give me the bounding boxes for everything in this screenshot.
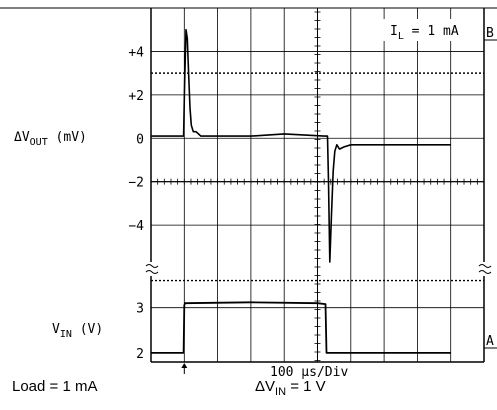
lower-y-tick-label: 3 bbox=[136, 302, 144, 317]
channel-marker-b: B bbox=[486, 26, 494, 41]
upper-y-tick-labels: +4 +2 0 −2 −4 bbox=[128, 45, 144, 234]
annotation-il: IL = 1 mA bbox=[390, 24, 459, 42]
x-axis-label: 100 μs/Div bbox=[270, 365, 348, 380]
annotation-box bbox=[382, 19, 479, 41]
upper-y-tick-label: −2 bbox=[128, 176, 144, 191]
upper-y-tick-label: −4 bbox=[128, 219, 144, 234]
lower-ylabel: VIN (V) bbox=[52, 322, 103, 340]
upper-ylabel: ΔVOUT (mV) bbox=[14, 130, 87, 148]
trigger-arrow bbox=[181, 363, 188, 374]
reference-lines bbox=[151, 72, 484, 282]
upper-y-tick-label: +4 bbox=[128, 45, 144, 60]
lower-y-tick-label: 2 bbox=[136, 347, 144, 362]
trace-delta-vout bbox=[151, 28, 451, 263]
center-axes bbox=[150, 8, 484, 362]
panel-break-right bbox=[477, 262, 492, 276]
footer-load: Load = 1 mA bbox=[12, 378, 98, 395]
panel-break-left bbox=[144, 262, 159, 276]
footer-delta-vin: ΔVIN = 1 V bbox=[255, 378, 326, 398]
trace-vin bbox=[151, 301, 451, 354]
upper-y-tick-label: +2 bbox=[128, 89, 144, 104]
upper-y-tick-label: 0 bbox=[136, 132, 144, 147]
lower-y-tick-labels: 32 bbox=[136, 302, 144, 362]
channel-marker-a: A bbox=[486, 334, 494, 349]
